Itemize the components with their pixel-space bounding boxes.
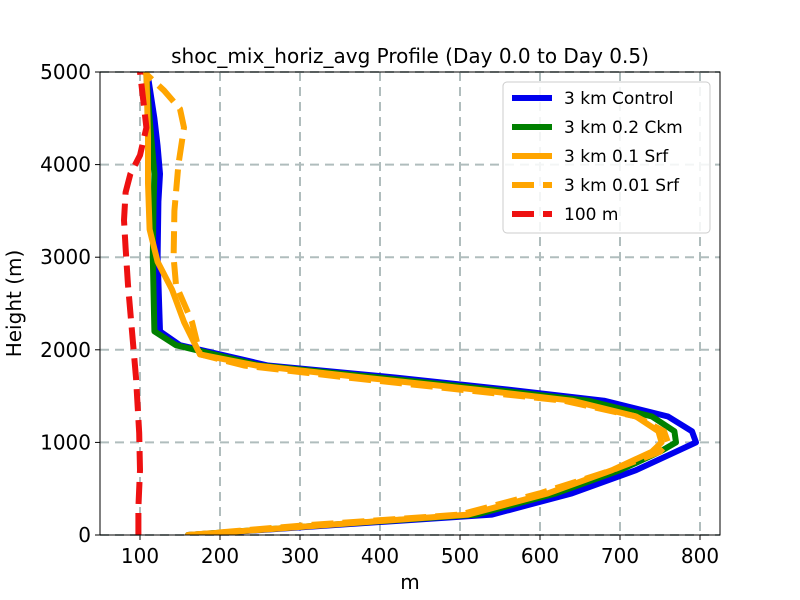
y-tick-label: 3000 [40,245,91,269]
legend-label: 100 m [564,205,618,225]
x-tick-label: 400 [361,544,399,568]
legend-box [502,81,711,234]
tick-group: 100 200 300 400 500 600 700 800 0 1000 2000 3000 400… [40,60,719,568]
y-axis-title: Height (m) [2,250,26,358]
x-tick-label: 700 [601,544,639,568]
x-tick-label: 500 [441,544,479,568]
legend-label: 3 km 0.1 Srf [564,147,669,167]
x-tick-label: 200 [201,544,239,568]
x-tick-label: 600 [521,544,559,568]
series-line-3-km-0-01-srf [141,72,671,535]
legend-label: 3 km Control [564,89,673,109]
series-group [121,72,699,535]
legend-label: 3 km 0.2 Ckm [564,118,683,138]
y-tick-label: 5000 [40,60,91,84]
x-tick-label: 800 [681,544,719,568]
x-axis-title: m [400,570,419,594]
legend: 3 km Control 3 km 0.2 Ckm 3 km 0.1 Srf 3 km… [502,81,711,234]
x-tick-label: 100 [121,544,159,568]
chart-title: shoc_mix_horiz_avg Profile (Day 0.0 to D… [171,44,649,68]
y-tick-label: 4000 [40,153,91,177]
legend-label: 3 km 0.01 Srf [564,176,680,196]
plot-frame [99,71,721,536]
x-tick-label: 300 [281,544,319,568]
y-tick-label: 2000 [40,338,91,362]
y-tick-label: 1000 [40,430,91,454]
series-line-100-m [121,72,150,535]
y-tick-label: 0 [78,523,91,547]
